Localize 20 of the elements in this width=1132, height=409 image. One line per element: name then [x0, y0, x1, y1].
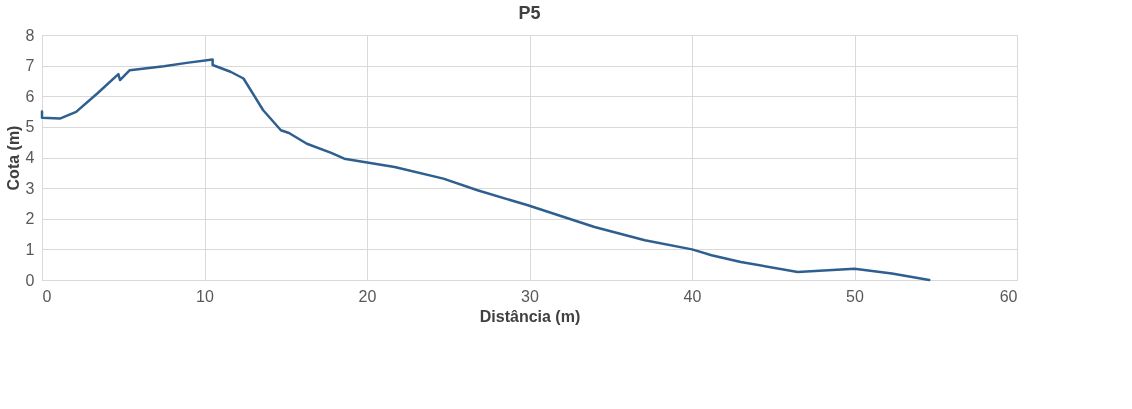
x-axis-title: Distância (m) [479, 307, 581, 325]
x-tick-label: 10 [196, 287, 214, 305]
y-axis-title: Cota (m) [4, 125, 22, 191]
x-tick-label: 50 [846, 287, 864, 305]
y-tick-label: 0 [25, 271, 35, 289]
y-tick-label: 1 [25, 240, 35, 258]
x-tick-label: 20 [358, 287, 377, 305]
y-tick-label: 4 [25, 149, 35, 166]
chart-title: P5 [518, 3, 541, 23]
y-tick-label: 7 [25, 57, 35, 75]
x-tick-label: 30 [521, 287, 539, 305]
x-tick-label: 60 [999, 287, 1018, 305]
line-series [40, 58, 931, 282]
y-tick-label: 3 [25, 179, 35, 197]
y-tick-label: 8 [25, 26, 35, 44]
x-tick-label: 40 [683, 287, 702, 305]
y-tick-label: 2 [25, 210, 35, 228]
y-tick-label: 5 [25, 118, 35, 136]
x-tick-label: 0 [42, 287, 52, 305]
y-tick-label: 6 [25, 87, 35, 105]
